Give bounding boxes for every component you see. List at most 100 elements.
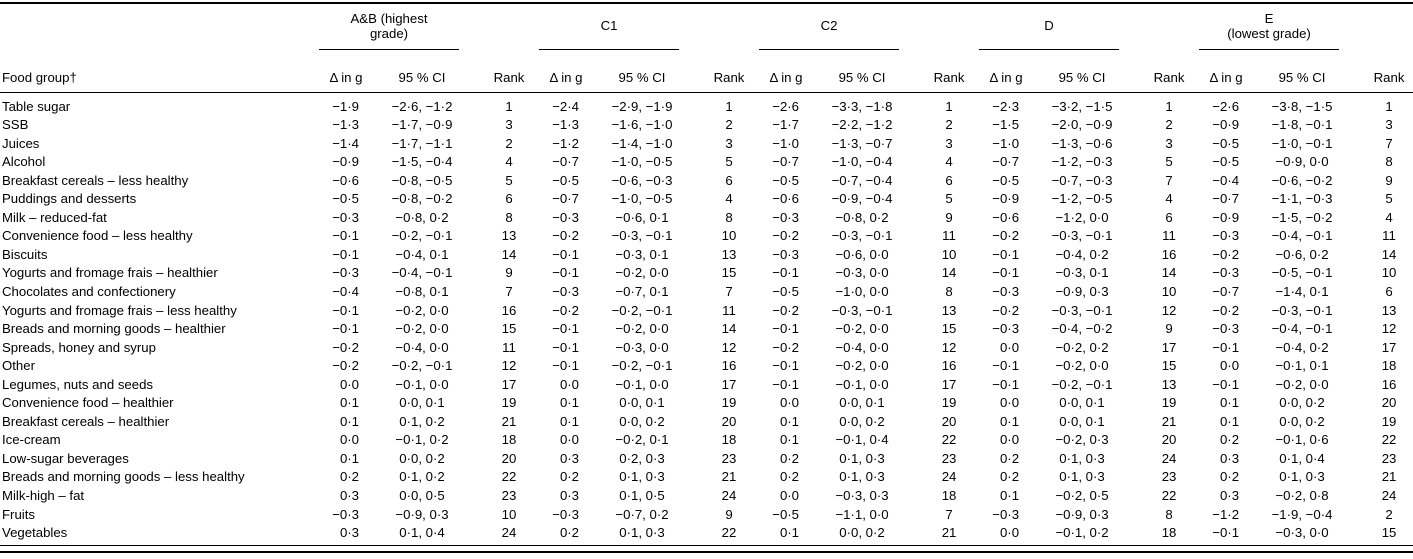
ci-cell-c1: 0·1, 0·5 [619,487,665,503]
rank-column-header-c2: Rank [905,50,974,93]
food-group-cell: Alcohol [2,154,46,170]
delta-column-header-d: Δ in g [973,50,1040,93]
ci-cell-c1: −0·7, 0·1 [615,283,669,299]
delta-cell-e: −0·3 [1212,265,1240,281]
rank-cell-e: 4 [1385,209,1393,225]
rank-cell-c2: 24 [941,469,957,485]
rank-cell-d: 14 [1161,265,1177,281]
ci-cell-d: 0·0, 0·1 [1059,413,1105,429]
delta-column-header-ab: Δ in g [313,50,379,93]
food-group-cell: Breakfast cereals – healthier [2,413,170,429]
rank-cell-ab: 21 [501,413,517,429]
delta-cell-d: −1·0 [992,135,1020,151]
ci-cell-d: −0·7, −0·3 [1051,172,1113,188]
ci-cell-c1: −0·2, 0·0 [615,265,669,281]
rank-cell-ab: 2 [505,135,513,151]
ci-cell-c2: 0·1, 0·3 [839,469,885,485]
rank-cell-ab: 18 [501,432,517,448]
rank-cell-ab: 20 [501,450,517,466]
ci-cell-ab: −1·7, −1·1 [391,135,453,151]
ci-cell-c2: −2·2, −1·2 [831,117,893,133]
rank-cell-d: 18 [1161,525,1177,541]
delta-cell-ab: −0·3 [332,209,359,225]
ci-cell-c1: −0·3, 0·0 [615,339,669,355]
delta-cell-c1: −0·1 [552,321,579,337]
delta-cell-ab: −0·2 [332,358,359,374]
delta-cell-d: −0·3 [992,506,1020,522]
rank-cell-d: 15 [1161,358,1177,374]
delta-cell-ab: −0·4 [332,283,359,299]
delta-cell-d: −0·2 [992,302,1020,318]
rank-cell-ab: 5 [505,172,513,188]
rank-cell-d: 3 [1165,135,1173,151]
delta-cell-c1: −0·1 [552,265,579,281]
rank-cell-d: 17 [1161,339,1177,355]
food-group-cell: Table sugar [2,98,71,114]
ci-cell-c2: 0·0, 0·1 [839,395,885,411]
ci-cell-ab: −1·5, −0·4 [391,154,453,170]
delta-cell-c2: −0·6 [772,191,800,207]
delta-cell-e: −0·9 [1212,209,1240,225]
table-row: Milk-high – fat 0·3 0·0, 0·5 23 0·3 0·1,… [0,487,1413,506]
group-label-e-text: E (lowest grade) [1199,6,1340,50]
delta-cell-e: −0·5 [1212,135,1240,151]
delta-cell-e: −0·2 [1212,302,1240,318]
rank-cell-ab: 7 [505,283,513,299]
delta-cell-e: −0·9 [1212,117,1240,133]
delta-cell-c1: −1·2 [552,135,579,151]
rank-cell-c2: 9 [945,209,953,225]
rank-cell-e: 2 [1385,506,1393,522]
rank-cell-c2: 17 [941,376,957,392]
rank-cell-ab: 9 [505,265,513,281]
delta-cell-e: 0·2 [1219,469,1240,485]
rank-cell-c1: 8 [725,209,733,225]
food-group-cell: Milk – reduced-fat [2,209,107,225]
ci-cell-e: −0·6, −0·2 [1271,172,1333,188]
rank-cell-d: 5 [1165,154,1173,170]
delta-cell-c2: 0·0 [779,395,800,411]
rank-cell-c1: 7 [725,283,733,299]
delta-cell-c1: −0·1 [552,358,579,374]
delta-cell-d: 0·0 [999,395,1020,411]
rank-cell-e: 13 [1381,302,1397,318]
ci-cell-d: −0·9, 0·3 [1055,506,1109,522]
rank-cell-d: 21 [1161,413,1177,429]
rank-cell-c1: 14 [721,321,737,337]
ci-cell-e: −0·4, 0·2 [1275,339,1329,355]
ci-cell-ab: 0·1, 0·2 [399,469,445,485]
rank-cell-c2: 21 [941,525,957,541]
group-header-spacer [0,3,313,50]
rank-cell-c1: 10 [721,228,737,244]
ci-cell-c1: −0·6, −0·3 [611,172,673,188]
ci-cell-c1: 0·1, 0·3 [619,525,665,541]
rank-cell-c2: 16 [941,358,957,374]
delta-cell-ab: −0·5 [332,191,359,207]
ci-cell-e: −0·1, 0·1 [1275,358,1329,374]
delta-cell-d: −0·1 [992,358,1020,374]
ci-cell-e: −0·3, −0·1 [1271,302,1333,318]
ci-cell-e: −0·6, 0·2 [1275,246,1329,262]
delta-cell-e: −0·1 [1212,376,1240,392]
delta-cell-e: −0·7 [1212,283,1240,299]
ci-cell-d: −0·2, −0·1 [1051,376,1113,392]
rank-cell-ab: 22 [501,469,517,485]
rank-cell-c1: 12 [721,339,737,355]
rank-cell-c2: 20 [941,413,957,429]
food-group-cell: Biscuits [2,246,48,262]
ci-cell-d: 0·1, 0·3 [1059,469,1105,485]
rank-column-header-c1: Rank [685,50,754,93]
ci-cell-d: −0·2, 0·5 [1055,487,1109,503]
ci-cell-d: −0·3, −0·1 [1051,302,1113,318]
ci-cell-c1: −1·4, −1·0 [611,135,673,151]
delta-cell-d: −0·6 [992,209,1020,225]
column-header-row: Food group† Δ in g 95 % CI Rank Δ in g 9… [0,50,1413,93]
delta-cell-c2: −0·2 [772,228,800,244]
delta-cell-ab: 0·3 [339,525,359,541]
delta-cell-c1: −0·7 [552,154,579,170]
food-group-cell: Yogurts and fromage frais – healthier [2,265,218,281]
rank-cell-d: 7 [1165,172,1173,188]
ci-cell-d: −0·2, 0·0 [1055,358,1109,374]
group-rank-spacer [685,3,753,50]
ci-cell-e: −1·8, −0·1 [1271,117,1333,133]
